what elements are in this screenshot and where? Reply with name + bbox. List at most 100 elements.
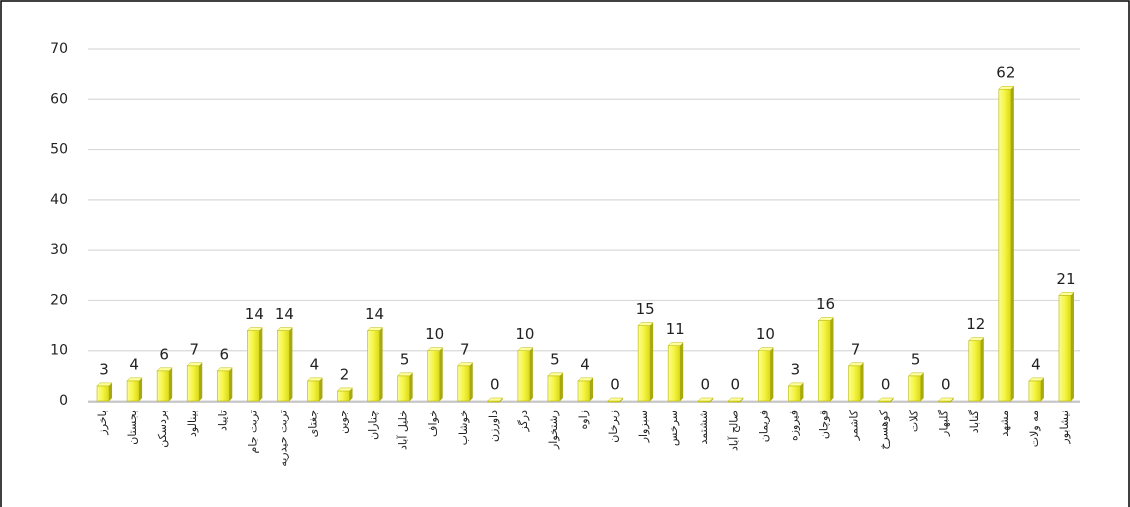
bar-top	[126, 377, 143, 382]
x-tick-label: تربت جام	[246, 410, 259, 453]
bar-top	[246, 327, 263, 331]
bar-top	[487, 397, 504, 402]
bar-top	[938, 397, 955, 402]
value-label: 0	[490, 376, 500, 394]
bar-side	[650, 322, 654, 401]
bar-side	[169, 367, 173, 401]
bar	[1058, 295, 1072, 402]
value-label: 5	[550, 350, 560, 368]
value-label: 14	[275, 305, 294, 323]
x-tick-label: کلات	[908, 409, 921, 432]
value-label: 4	[580, 355, 590, 373]
bar-side	[439, 347, 443, 401]
value-label: 7	[189, 340, 199, 358]
bar-top	[607, 397, 624, 402]
value-label: 0	[881, 376, 891, 394]
bar	[908, 375, 921, 402]
y-tick-label: 70	[50, 41, 68, 57]
y-tick-label: 40	[50, 192, 68, 208]
bar	[818, 320, 831, 402]
value-label: 14	[245, 305, 264, 323]
bar-top	[216, 367, 233, 372]
value-label: 14	[365, 305, 384, 323]
bar-side	[409, 372, 413, 401]
value-label: 5	[400, 350, 410, 368]
value-label: 4	[1031, 355, 1041, 373]
x-tick-label: گلبهار	[938, 409, 951, 437]
bar-side	[469, 362, 473, 401]
x-tick-label: صالح آباد	[726, 410, 740, 451]
x-tick-label: سرخس	[667, 410, 680, 446]
value-label: 10	[425, 325, 444, 343]
bar-side	[199, 362, 203, 401]
bar	[758, 350, 771, 402]
bar-side	[529, 347, 533, 401]
bar-top	[908, 372, 925, 377]
bar-side	[710, 398, 714, 402]
bar-top	[1058, 292, 1075, 296]
bar-side	[319, 377, 323, 401]
value-label: 7	[460, 340, 470, 358]
x-tick-label: خواف	[427, 410, 440, 437]
bar-side	[590, 377, 593, 401]
value-label: 6	[159, 345, 169, 363]
bar	[968, 340, 982, 402]
bar	[848, 365, 861, 402]
bar-top	[427, 347, 444, 351]
x-tick-label: خوشاب	[457, 410, 470, 445]
bar-side	[620, 398, 624, 402]
value-label: 21	[1056, 270, 1075, 288]
bar	[427, 350, 440, 402]
x-tick-label: بینالود	[186, 410, 199, 437]
bar-top	[186, 362, 203, 367]
bar	[337, 390, 350, 402]
x-tick-label: چناران	[367, 410, 380, 440]
y-tick-label: 10	[50, 343, 68, 359]
value-label: 15	[636, 300, 655, 318]
x-tick-label: قوچان	[817, 410, 830, 439]
bar-top	[878, 397, 895, 402]
value-label: 11	[666, 320, 685, 338]
value-label: 4	[310, 355, 320, 373]
bar-side	[349, 387, 353, 401]
x-tick-label: رشتخوار	[547, 410, 560, 450]
x-tick-label: بجستان	[126, 410, 139, 445]
x-tick-label: کوهسرخ	[878, 409, 891, 449]
bar-side	[379, 327, 383, 401]
x-tick-label: تایباد	[216, 410, 229, 431]
value-label: 3	[99, 360, 109, 378]
value-label: 4	[129, 355, 139, 373]
bar-side	[800, 382, 804, 401]
y-tick-label: 60	[50, 91, 68, 107]
bar	[247, 330, 260, 402]
x-tick-label: جوین	[337, 410, 350, 434]
bar	[667, 345, 681, 402]
bar-top	[517, 347, 534, 351]
bar-top	[397, 372, 414, 377]
value-label: 12	[966, 315, 985, 333]
bar	[457, 365, 471, 402]
bar	[186, 365, 200, 402]
bar-side	[139, 377, 143, 401]
value-label: 0	[700, 376, 710, 394]
bar-top	[366, 327, 384, 331]
x-tick-label: داورزن	[487, 410, 500, 442]
x-tick-label: مه ولات	[1028, 410, 1041, 447]
bar	[788, 385, 801, 402]
bar	[1028, 380, 1042, 402]
value-label: 3	[791, 360, 801, 378]
x-tick-label: زبرخان	[607, 410, 620, 443]
bar-top	[156, 367, 173, 372]
value-label: 16	[816, 295, 835, 313]
bar-top	[757, 347, 774, 351]
bar-top	[457, 362, 474, 367]
bar-top	[968, 337, 985, 341]
bar-top	[1028, 377, 1045, 382]
bar	[126, 380, 140, 402]
bar	[577, 380, 591, 402]
x-tick-label: کاشمر	[848, 409, 861, 441]
bar-top	[817, 317, 835, 321]
value-label: 10	[756, 325, 775, 343]
x-tick-label: زاوه	[577, 410, 590, 429]
